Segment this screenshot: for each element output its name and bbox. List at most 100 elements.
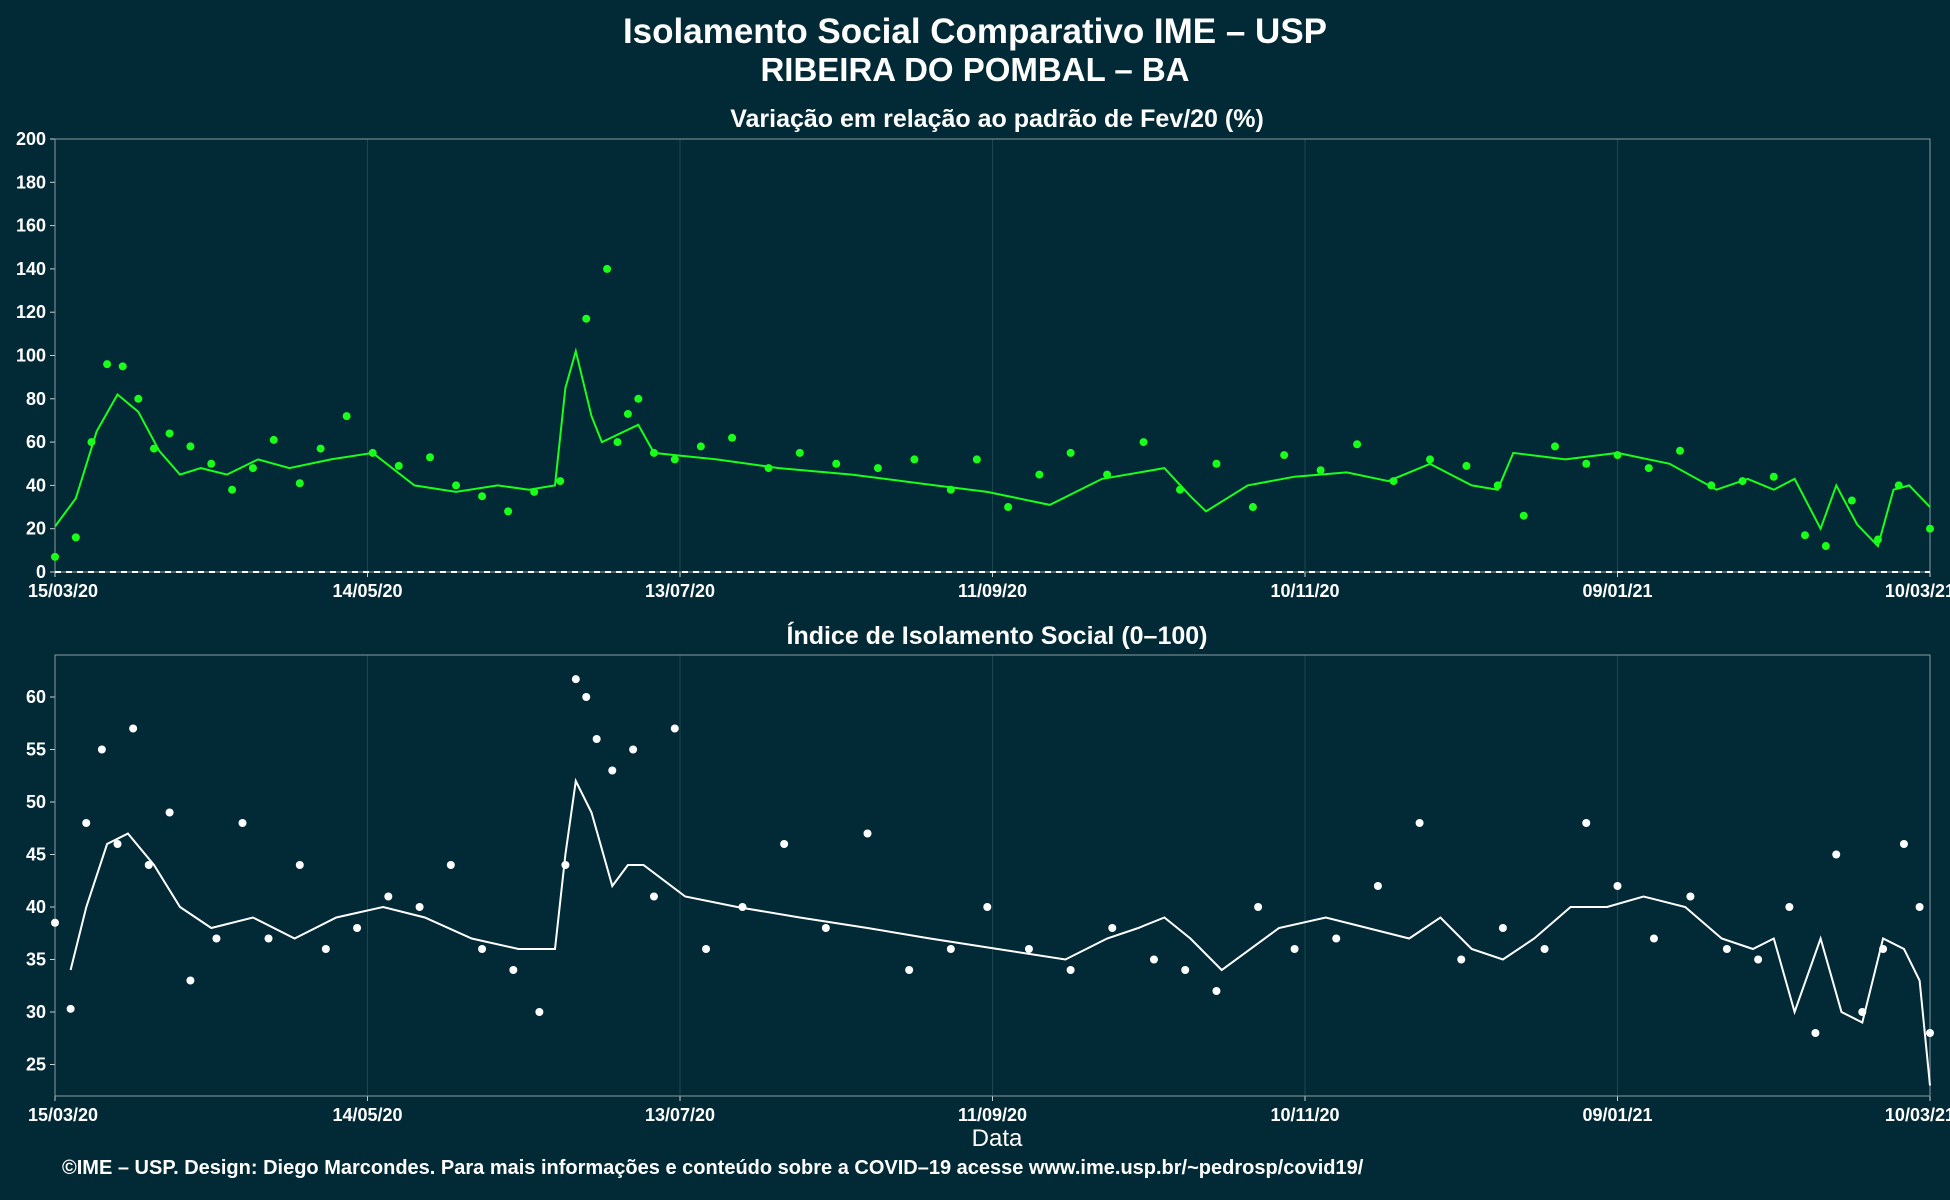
- data-point: [1353, 440, 1362, 449]
- data-point: [634, 394, 643, 403]
- data-point: [1248, 503, 1257, 512]
- data-point: [873, 464, 882, 473]
- data-point: [248, 464, 257, 473]
- data-point: [603, 264, 612, 273]
- y-tick-label: 140: [16, 259, 46, 279]
- data-point: [795, 448, 804, 457]
- y-tick-label: 35: [26, 950, 46, 970]
- x-tick-label: 15/03/20: [28, 581, 98, 601]
- data-point: [478, 945, 487, 953]
- data-point: [1676, 446, 1684, 455]
- data-point: [582, 314, 591, 323]
- data-point: [905, 966, 914, 974]
- data-point: [97, 745, 106, 754]
- data-point: [228, 485, 237, 494]
- data-point: [1212, 459, 1221, 468]
- data-point: [608, 766, 617, 775]
- y-tick-label: 60: [26, 432, 46, 452]
- data-point: [1373, 882, 1382, 890]
- x-tick-label: 11/09/20: [958, 1105, 1027, 1125]
- plot-panel-variation: 15/03/20 14/05/20 13/07/20 11/09/20 10/11/20…: [16, 129, 1950, 601]
- data-point: [1821, 542, 1830, 551]
- data-point: [1926, 524, 1934, 533]
- panel-title-variation: Variação em relação ao padrão de Fev/20 …: [730, 105, 1264, 133]
- footer-credit: ©IME – USP. Design: Diego Marcondes. Par…: [62, 1157, 1364, 1179]
- data-point: [649, 892, 658, 901]
- x-tick-label: 14/05/20: [332, 1105, 402, 1125]
- data-point: [910, 455, 919, 464]
- data-point: [1004, 503, 1013, 512]
- data-point: [51, 918, 59, 927]
- plot-frame: [54, 654, 1931, 1097]
- data-point: [504, 507, 513, 516]
- data-point: [446, 861, 455, 869]
- data-point: [384, 892, 393, 901]
- data-point: [1280, 451, 1289, 460]
- data-point: [103, 360, 112, 369]
- data-point: [113, 840, 122, 848]
- data-point: [66, 1004, 75, 1013]
- y-tick-label: 100: [16, 346, 46, 366]
- data-point: [972, 455, 981, 464]
- x-tick-label: 14/05/20: [332, 581, 402, 601]
- data-point: [1899, 840, 1908, 848]
- x-tick-label: 15/03/20: [28, 1105, 98, 1125]
- data-point: [321, 945, 330, 953]
- data-point: [592, 735, 601, 743]
- data-point: [1540, 945, 1549, 953]
- data-point: [353, 924, 362, 932]
- data-point: [1613, 882, 1622, 890]
- data-point: [186, 976, 195, 985]
- data-point: [1498, 924, 1507, 932]
- data-point: [629, 745, 638, 754]
- data-point: [165, 808, 174, 817]
- data-point: [269, 435, 278, 444]
- data-point: [134, 394, 143, 403]
- data-point: [144, 861, 153, 869]
- data-point: [983, 903, 992, 911]
- data-point: [1415, 819, 1424, 827]
- plot-panel-index: 15/03/20 14/05/20 13/07/20 11/09/20 10/11/20…: [26, 654, 1950, 1125]
- data-point: [295, 861, 304, 869]
- data-point: [452, 481, 461, 490]
- data-point: [1686, 892, 1695, 901]
- y-tick-label: 200: [16, 129, 46, 149]
- data-point: [728, 433, 737, 442]
- y-tick-label: 160: [16, 216, 46, 236]
- x-tick-label: 10/03/21: [1885, 581, 1950, 601]
- data-point: [582, 693, 591, 701]
- data-point: [832, 459, 841, 468]
- data-point: [426, 453, 434, 462]
- panel-title-index: Índice de Isolamento Social (0–100): [787, 621, 1208, 650]
- data-point: [1332, 934, 1341, 943]
- data-point: [1811, 1029, 1820, 1037]
- data-point: [780, 840, 789, 848]
- data-point: [71, 533, 80, 542]
- data-point: [1582, 819, 1591, 827]
- moving-average-line: [54, 347, 1931, 548]
- data-point: [1103, 470, 1112, 479]
- data-point: [863, 829, 872, 838]
- data-point: [1722, 945, 1731, 953]
- data-point: [821, 924, 830, 932]
- data-point: [1754, 955, 1763, 964]
- data-point: [415, 903, 424, 911]
- data-point: [186, 442, 195, 451]
- y-tick-label: 120: [16, 302, 46, 322]
- data-point: [1801, 531, 1809, 540]
- data-point: [946, 945, 955, 953]
- data-point: [118, 362, 127, 371]
- data-point: [1847, 496, 1856, 505]
- data-point: [1519, 511, 1528, 520]
- data-point: [342, 412, 351, 421]
- data-point: [670, 724, 679, 733]
- data-point: [1212, 987, 1221, 995]
- data-point: [165, 429, 174, 438]
- data-point: [394, 461, 403, 470]
- data-point: [1149, 955, 1158, 964]
- data-point: [1785, 903, 1794, 911]
- data-point: [51, 552, 59, 561]
- y-tick-label: 50: [26, 792, 46, 812]
- data-point: [82, 819, 91, 827]
